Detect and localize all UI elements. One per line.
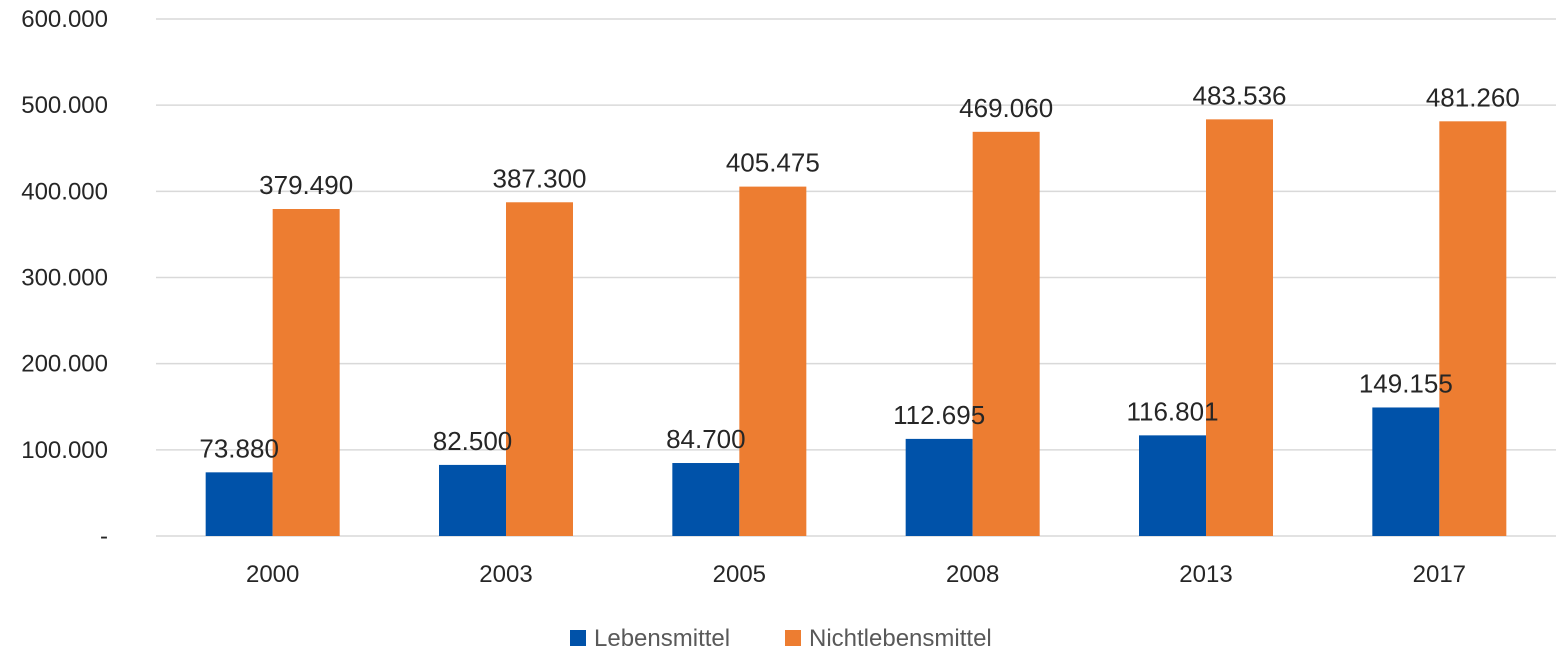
data-label: 469.060 [959, 93, 1053, 123]
bar-lebensmittel-2008 [905, 438, 973, 536]
y-tick-label: 100.000 [21, 437, 108, 464]
x-tick-label: 2017 [1413, 561, 1466, 588]
legend-swatch [570, 630, 586, 646]
data-label: 481.260 [1426, 82, 1520, 112]
x-tick-label: 2008 [946, 561, 999, 588]
data-label: 149.155 [1359, 368, 1453, 398]
bar-nichtlebensmittel-2005 [739, 186, 807, 536]
y-tick-label: 300.000 [21, 265, 108, 292]
bars [205, 119, 1507, 537]
data-label: 116.801 [1126, 396, 1218, 426]
data-label: 483.536 [1193, 80, 1287, 110]
data-label: 82.500 [433, 426, 513, 456]
data-labels: 73.880 379.490 82.500 387.300 84.700 405.475 1… [199, 80, 1519, 463]
data-label: 405.475 [726, 148, 820, 178]
bar-lebensmittel-2000 [205, 472, 273, 536]
y-tick-label: - [100, 523, 108, 550]
y-tick-label: 200.000 [21, 351, 108, 378]
y-tick-label: 500.000 [21, 92, 108, 119]
bar-nichtlebensmittel-2003 [506, 202, 573, 537]
data-label: 379.490 [259, 170, 353, 200]
data-label: 112.695 [893, 400, 985, 430]
legend-swatch [785, 630, 801, 646]
bar-nichtlebensmittel-2017 [1439, 121, 1507, 536]
bar-nichtlebensmittel-2008 [972, 131, 1040, 536]
x-axis-tick-labels: 2000 2003 2005 2008 2013 2017 [246, 561, 1466, 588]
bar-nichtlebensmittel-2013 [1206, 119, 1273, 536]
x-tick-label: 2003 [479, 561, 532, 588]
bar-lebensmittel-2013 [1139, 435, 1206, 536]
bar-lebensmittel-2005 [672, 463, 740, 536]
x-tick-label: 2005 [713, 561, 766, 588]
gridlines [156, 18, 1556, 537]
y-tick-label: 400.000 [21, 178, 108, 205]
data-label: 73.880 [199, 433, 279, 463]
y-tick-label: 600.000 [21, 6, 108, 33]
y-axis-tick-labels: - 100.000 200.000 300.000 400.000 500.000 600.… [21, 6, 108, 550]
data-label: 387.300 [493, 163, 587, 193]
x-tick-label: 2013 [1179, 561, 1232, 588]
legend-label: Lebensmittel [594, 625, 730, 652]
bar-nichtlebensmittel-2000 [272, 209, 340, 537]
legend-label: Nichtlebensmittel [809, 625, 992, 652]
data-label: 84.700 [666, 424, 746, 454]
bar-lebensmittel-2017 [1372, 407, 1440, 536]
bar-lebensmittel-2003 [439, 464, 506, 536]
x-tick-label: 2000 [246, 561, 299, 588]
legend: Lebensmittel Nichtlebensmittel [570, 625, 992, 652]
